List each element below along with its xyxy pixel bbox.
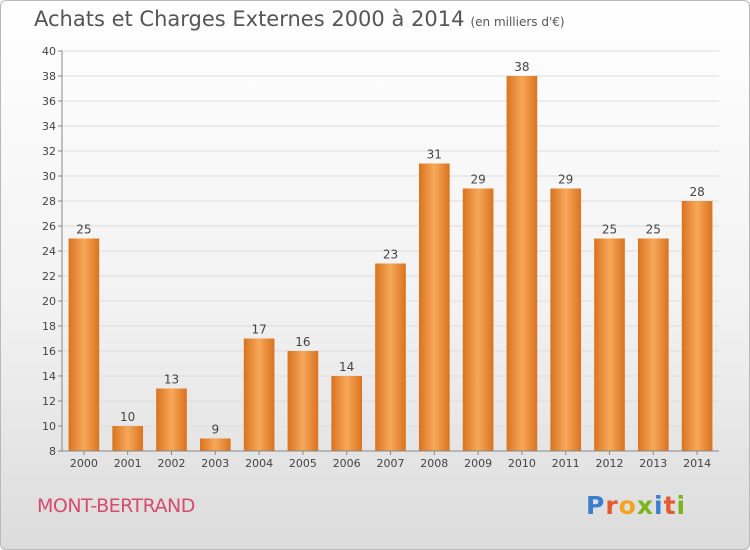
x-tick-label: 2013 (639, 457, 667, 470)
x-tick-label: 2009 (464, 457, 492, 470)
logo-letter: r (605, 491, 619, 520)
logo-letter: o (618, 491, 637, 520)
logo-letter: P (586, 491, 606, 520)
y-tick-label: 14 (42, 370, 56, 383)
logo-letter: t (663, 491, 677, 520)
data-label: 25 (602, 223, 617, 237)
y-tick-label: 26 (42, 220, 56, 233)
commune-name: MONT-BERTRAND (37, 495, 195, 517)
y-tick-label: 36 (42, 95, 56, 108)
y-tick-label: 10 (42, 420, 56, 433)
bar (199, 438, 231, 451)
proxiti-logo[interactable]: Proxiti (586, 491, 686, 520)
bar (331, 376, 363, 451)
data-label: 25 (76, 223, 91, 237)
bar (681, 201, 713, 451)
bar (506, 76, 538, 451)
y-tick-label: 28 (42, 195, 56, 208)
bar (68, 238, 100, 451)
x-tick-label: 2003 (201, 457, 229, 470)
data-label: 14 (339, 360, 354, 374)
chart-title-unit: (en milliers d'€) (470, 15, 565, 29)
y-tick-label: 18 (42, 320, 56, 333)
x-tick-label: 2004 (245, 457, 273, 470)
y-tick-label: 34 (42, 120, 56, 133)
y-tick-label: 8 (49, 445, 56, 458)
x-tick-label: 2011 (552, 457, 580, 470)
data-label: 13 (164, 373, 179, 387)
data-label: 23 (383, 248, 398, 262)
y-tick-label: 32 (42, 145, 56, 158)
data-label: 31 (427, 148, 442, 162)
chart-title-text: Achats et Charges Externes 2000 à 2014 (34, 7, 465, 31)
y-tick-label: 16 (42, 345, 56, 358)
bar (637, 238, 669, 451)
y-tick-label: 20 (42, 295, 56, 308)
x-tick-label: 2000 (70, 457, 98, 470)
data-label: 29 (558, 173, 573, 187)
data-label: 38 (514, 60, 529, 74)
bars (68, 76, 713, 451)
data-label: 25 (646, 223, 661, 237)
data-labels: 25 10 13 9 17 16 14 23 31 29 38 29 25 25 28 (76, 60, 704, 437)
x-tick-label: 2005 (289, 457, 317, 470)
axes: 8 10 12 14 16 18 20 22 24 26 28 30 32 34 36 38 40 2000 200… (42, 45, 719, 470)
x-tick-label: 2010 (508, 457, 536, 470)
x-tick-label: 2012 (596, 457, 624, 470)
y-tick-label: 24 (42, 245, 56, 258)
logo-letter: i (654, 491, 664, 520)
y-tick-label: 40 (42, 45, 56, 58)
data-label: 17 (251, 323, 266, 337)
bar (156, 388, 187, 451)
data-label: 28 (689, 185, 704, 199)
y-tick-label: 22 (42, 270, 56, 283)
data-label: 29 (470, 173, 485, 187)
bar (462, 188, 494, 451)
x-tick-label: 2006 (333, 457, 361, 470)
logo-letter: i (676, 491, 687, 520)
bar (594, 238, 625, 451)
chart-title: Achats et Charges Externes 2000 à 2014 (e… (34, 7, 565, 31)
data-label: 9 (211, 423, 219, 437)
y-tick-label: 30 (42, 170, 56, 183)
x-tick-label: 2008 (420, 457, 448, 470)
y-tick-label: 38 (42, 70, 56, 83)
bar (112, 426, 144, 451)
x-tick-label: 2002 (158, 457, 186, 470)
bar (287, 351, 319, 451)
bar (243, 338, 275, 451)
y-tick-label: 12 (42, 395, 56, 408)
data-label: 16 (295, 335, 310, 349)
bar (418, 163, 450, 451)
data-label: 10 (120, 410, 135, 424)
x-tick-label: 2007 (377, 457, 405, 470)
logo-letter: x (636, 491, 654, 520)
x-tick-label: 2001 (114, 457, 142, 470)
bar (550, 188, 582, 451)
x-tick-label: 2014 (683, 457, 711, 470)
bar (375, 263, 406, 451)
